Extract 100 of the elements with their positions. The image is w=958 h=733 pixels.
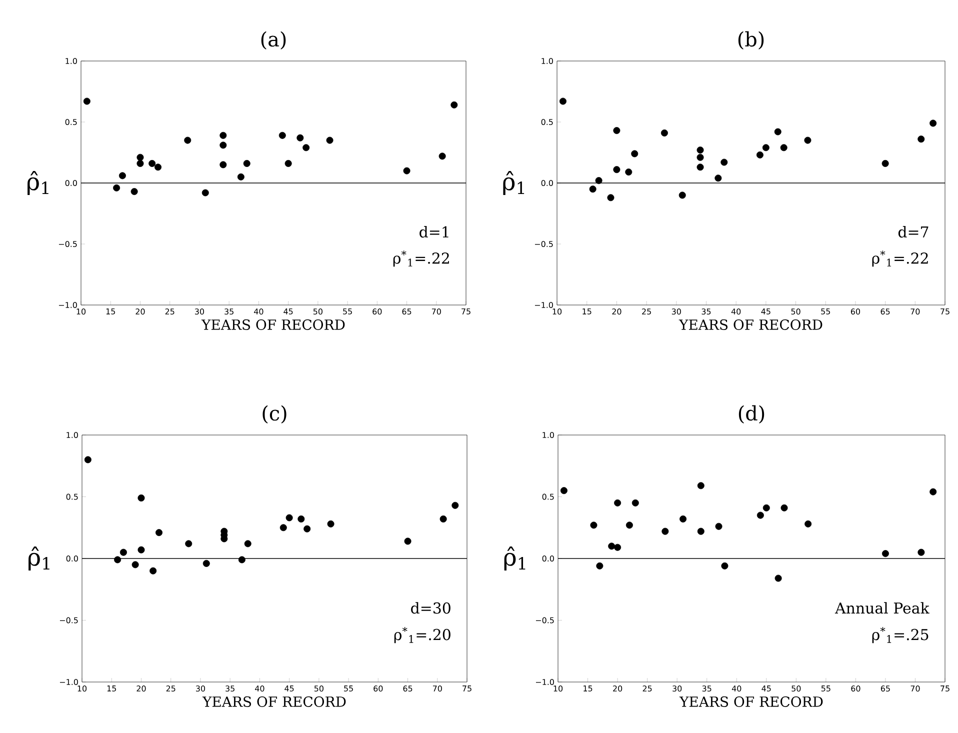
point	[202, 189, 209, 196]
y-axis-title: ρ̂$_{1}$	[504, 546, 526, 571]
point	[403, 167, 410, 174]
point	[662, 528, 669, 535]
point	[220, 161, 227, 168]
point	[626, 522, 633, 529]
chart-title: (b)	[738, 31, 764, 50]
point	[220, 132, 227, 139]
point	[721, 562, 728, 570]
point	[202, 560, 210, 567]
point	[304, 525, 311, 532]
chart-title: (d)	[738, 405, 764, 424]
point	[631, 150, 638, 158]
x-axis-title: YEARS OF RECORD	[201, 319, 345, 330]
point	[280, 524, 287, 532]
point	[608, 542, 616, 550]
point	[114, 556, 122, 564]
point	[452, 502, 459, 509]
point	[154, 164, 162, 171]
point	[84, 456, 92, 464]
point	[302, 144, 310, 152]
annotation: ρ$^{*}$$_{1}$=.22	[872, 250, 928, 267]
point	[613, 127, 620, 134]
point	[440, 515, 447, 522]
annotation: d=7	[898, 226, 928, 238]
x-axis-title: YEARS OF RECORD	[679, 696, 823, 707]
point	[326, 136, 334, 144]
x-axis-title: YEARS OF RECORD	[202, 696, 346, 707]
point	[774, 128, 782, 136]
point	[237, 173, 244, 180]
x-axis-title: YEARS OF RECORD	[678, 319, 822, 330]
point	[286, 514, 293, 522]
point	[596, 562, 604, 570]
point	[762, 144, 770, 152]
point	[715, 522, 722, 530]
point	[589, 186, 596, 193]
point	[762, 504, 770, 512]
point	[613, 166, 620, 174]
point	[678, 192, 686, 199]
point	[804, 136, 812, 144]
point	[680, 515, 687, 522]
point	[595, 177, 602, 184]
annotation: ρ$^{*}$$_{1}$=.22	[393, 250, 449, 267]
point	[930, 120, 937, 127]
point	[697, 482, 704, 490]
point	[780, 504, 788, 512]
annotation: d=1	[420, 226, 448, 238]
point	[136, 154, 144, 161]
point	[220, 142, 227, 149]
y-axis-title: ρ̂$_{1}$	[503, 170, 524, 196]
point	[185, 540, 192, 548]
point	[138, 546, 145, 554]
point	[774, 574, 782, 582]
chart-title: (a)	[261, 31, 286, 50]
point	[450, 101, 458, 108]
point	[756, 512, 764, 519]
point	[284, 160, 292, 167]
point	[184, 136, 192, 144]
point	[238, 556, 246, 564]
point	[918, 136, 925, 143]
point	[756, 151, 764, 158]
point	[882, 160, 889, 167]
point	[696, 164, 704, 171]
point	[930, 488, 937, 496]
point	[918, 548, 925, 556]
point	[404, 538, 412, 545]
point	[632, 499, 639, 506]
point	[136, 160, 144, 167]
point	[130, 188, 138, 196]
point	[118, 172, 126, 180]
point	[590, 522, 598, 529]
y-axis-title: ρ̂$_{1}$	[28, 546, 50, 571]
point	[113, 184, 120, 192]
y-axis-title: ρ̂$_{1}$	[28, 170, 48, 196]
chart-title: (c)	[262, 405, 286, 424]
annotation: ρ$^{*}$$_{1}$=.25	[872, 627, 928, 644]
point	[660, 129, 668, 136]
point	[438, 152, 446, 160]
point	[720, 158, 728, 166]
point	[83, 98, 90, 105]
point	[560, 487, 568, 494]
point	[697, 528, 704, 535]
point	[244, 540, 252, 548]
point	[327, 520, 334, 528]
annotation: Annual Peak	[834, 602, 930, 614]
point	[132, 561, 139, 568]
point	[278, 132, 286, 139]
point	[714, 174, 722, 182]
point	[243, 160, 250, 167]
point	[804, 520, 812, 528]
point	[138, 494, 145, 502]
point	[120, 548, 127, 556]
point	[296, 134, 304, 142]
point	[156, 529, 162, 536]
point	[882, 550, 889, 558]
point	[614, 544, 622, 551]
point	[696, 146, 704, 154]
point	[150, 567, 157, 574]
point	[614, 499, 622, 506]
point	[559, 98, 566, 105]
